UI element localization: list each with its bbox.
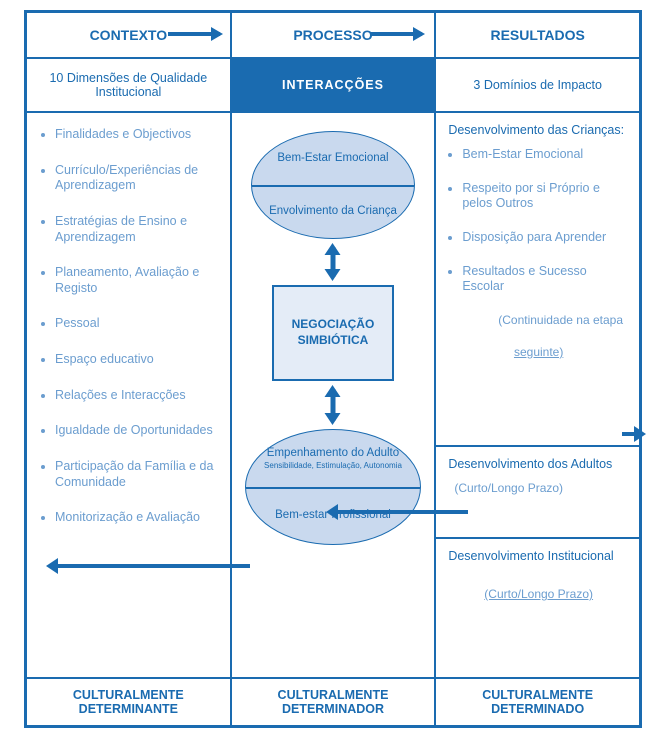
footer-col3: CULTURALMENTE DETERMINADO — [435, 678, 640, 726]
col3-s2-title: Desenvolvimento dos Adultos — [448, 457, 629, 471]
col3-section-institution: Desenvolvimento Institucional (Curto/Lon… — [436, 539, 639, 639]
diagram-frame: CONTEXTO PROCESSO RESULTADOS 10 Dimensõe… — [0, 0, 666, 737]
col3-s1-note2: seguinte) — [448, 345, 629, 359]
col3-s3-note: (Curto/Longo Prazo) — [448, 587, 629, 601]
col3-s1-item: Disposição para Aprender — [462, 230, 629, 246]
ellipse-child: Bem-Estar Emocional Envolvimento da Cria… — [251, 131, 415, 239]
col1-item: Finalidades e Objectivos — [55, 127, 220, 143]
arrow-to-ellipse-adult — [330, 510, 468, 514]
col3-s3-title: Desenvolvimento Institucional — [448, 549, 629, 563]
col1-item: Estratégias de Ensino e Aprendizagem — [55, 214, 220, 245]
diagram-grid: CONTEXTO PROCESSO RESULTADOS 10 Dimensõe… — [24, 10, 642, 728]
col1-item: Pessoal — [55, 316, 220, 332]
arrow-header-2 — [370, 32, 422, 36]
col3-body: Desenvolvimento das Crianças: Bem-Estar … — [435, 112, 640, 678]
col1-item: Igualdade de Oportunidades — [55, 423, 220, 439]
arrow-to-col1 — [50, 564, 250, 568]
arrow-right-out — [622, 432, 642, 436]
col3-s1-item: Bem-Estar Emocional — [462, 147, 629, 163]
double-arrow-top — [330, 247, 335, 277]
negotiation-box: NEGOCIAÇÃO SIMBIÓTICA — [272, 285, 394, 381]
col3-section-adults: Desenvolvimento dos Adultos (Curto/Longo… — [436, 447, 639, 539]
col1-item: Espaço educativo — [55, 352, 220, 368]
col3-s1-list: Bem-Estar Emocional Respeito por si Própr… — [448, 147, 629, 295]
col1-item: Monitorização e Avaliação — [55, 510, 220, 526]
col3-s1-item: Resultados e Sucesso Escolar — [462, 264, 629, 295]
footer-col1: CULTURALMENTE DETERMINANTE — [26, 678, 231, 726]
col1-item: Relações e Interacções — [55, 388, 220, 404]
col1-item: Participação da Família e da Comunidade — [55, 459, 220, 490]
col1-list: Finalidades e Objectivos Currículo/Experi… — [43, 127, 220, 526]
subheader-col3: 3 Domínios de Impacto — [435, 58, 640, 112]
ellipse-child-top: Bem-Estar Emocional — [277, 152, 388, 166]
subheader-col1: 10 Dimensões de Qualidade Institucional — [26, 58, 231, 112]
footer-col2: CULTURALMENTE DETERMINADOR — [231, 678, 436, 726]
arrow-header-1 — [168, 32, 220, 36]
ellipse-child-bottom: Envolvimento da Criança — [269, 205, 397, 219]
subheader-col2: INTERACÇÕES — [231, 58, 436, 112]
col2-body: Bem-Estar Emocional Envolvimento da Cria… — [231, 112, 436, 678]
col1-item: Currículo/Experiências de Aprendizagem — [55, 163, 220, 194]
col3-s1-note1: (Continuidade na etapa — [448, 313, 629, 327]
double-arrow-bottom — [330, 389, 335, 421]
ellipse-adult-top: Empenhamento do Adulto — [267, 447, 399, 461]
negotiation-label: NEGOCIAÇÃO SIMBIÓTICA — [274, 317, 392, 348]
col1-item: Planeamento, Avaliação e Registo — [55, 265, 220, 296]
header-resultados: RESULTADOS — [435, 12, 640, 58]
col1-body: Finalidades e Objectivos Currículo/Experi… — [26, 112, 231, 678]
col3-section-children: Desenvolvimento das Crianças: Bem-Estar … — [436, 113, 639, 447]
col3-s1-title: Desenvolvimento das Crianças: — [448, 123, 629, 137]
ellipse-adult: Empenhamento do Adulto Sensibilidade, Es… — [245, 429, 421, 545]
col3-s2-note: (Curto/Longo Prazo) — [448, 481, 629, 495]
col3-s1-item: Respeito por si Próprio e pelos Outros — [462, 181, 629, 212]
ellipse-adult-sub: Sensibilidade, Estimulação, Autonomia — [264, 461, 402, 471]
